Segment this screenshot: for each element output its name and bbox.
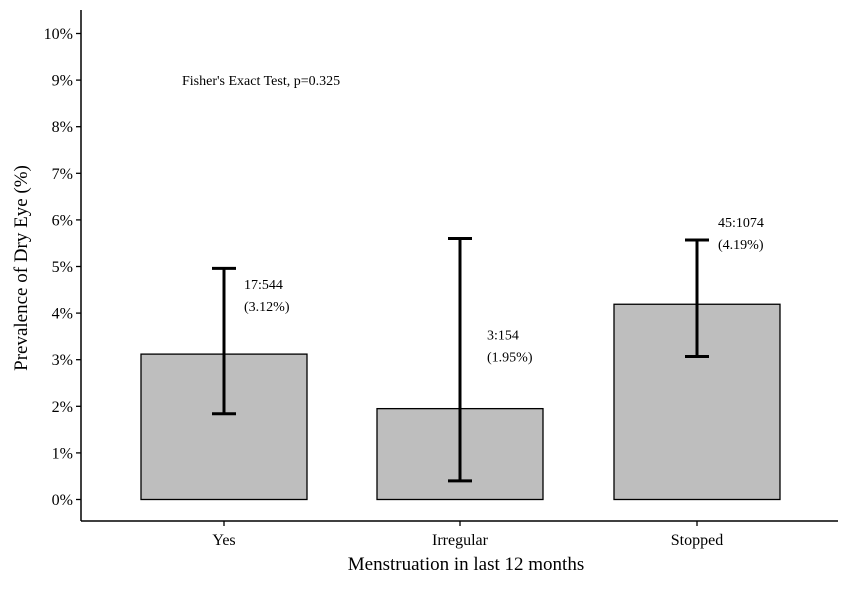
y-tick-label: 1% [52, 445, 73, 462]
bar-count-label: 3:154 [487, 329, 519, 344]
y-axis-title: Prevalence of Dry Eye (%) [11, 165, 32, 371]
y-tick-label: 3% [52, 352, 73, 369]
bar-percent-label: (1.95%) [487, 351, 533, 366]
bar-percent-label: (3.12%) [244, 300, 290, 315]
x-axis-title: Menstruation in last 12 months [348, 554, 584, 575]
y-tick-label: 8% [52, 119, 73, 136]
bar-percent-label: (4.19%) [718, 238, 764, 253]
y-tick-label: 2% [52, 399, 73, 416]
x-tick-label: Stopped [671, 532, 723, 549]
bar-count-label: 45:1074 [718, 216, 764, 231]
y-tick-label: 10% [44, 26, 73, 43]
fisher-test-annotation: Fisher's Exact Test, p=0.325 [182, 74, 340, 89]
x-tick-label: Yes [212, 532, 235, 549]
y-tick-label: 5% [52, 259, 73, 276]
x-tick-label: Irregular [432, 532, 489, 549]
y-tick-label: 6% [52, 212, 73, 229]
y-tick-label: 9% [52, 73, 73, 90]
bar-count-label: 17:544 [244, 278, 283, 293]
y-tick-label: 0% [52, 492, 73, 509]
y-tick-label: 4% [52, 306, 73, 323]
y-tick-label: 7% [52, 166, 73, 183]
